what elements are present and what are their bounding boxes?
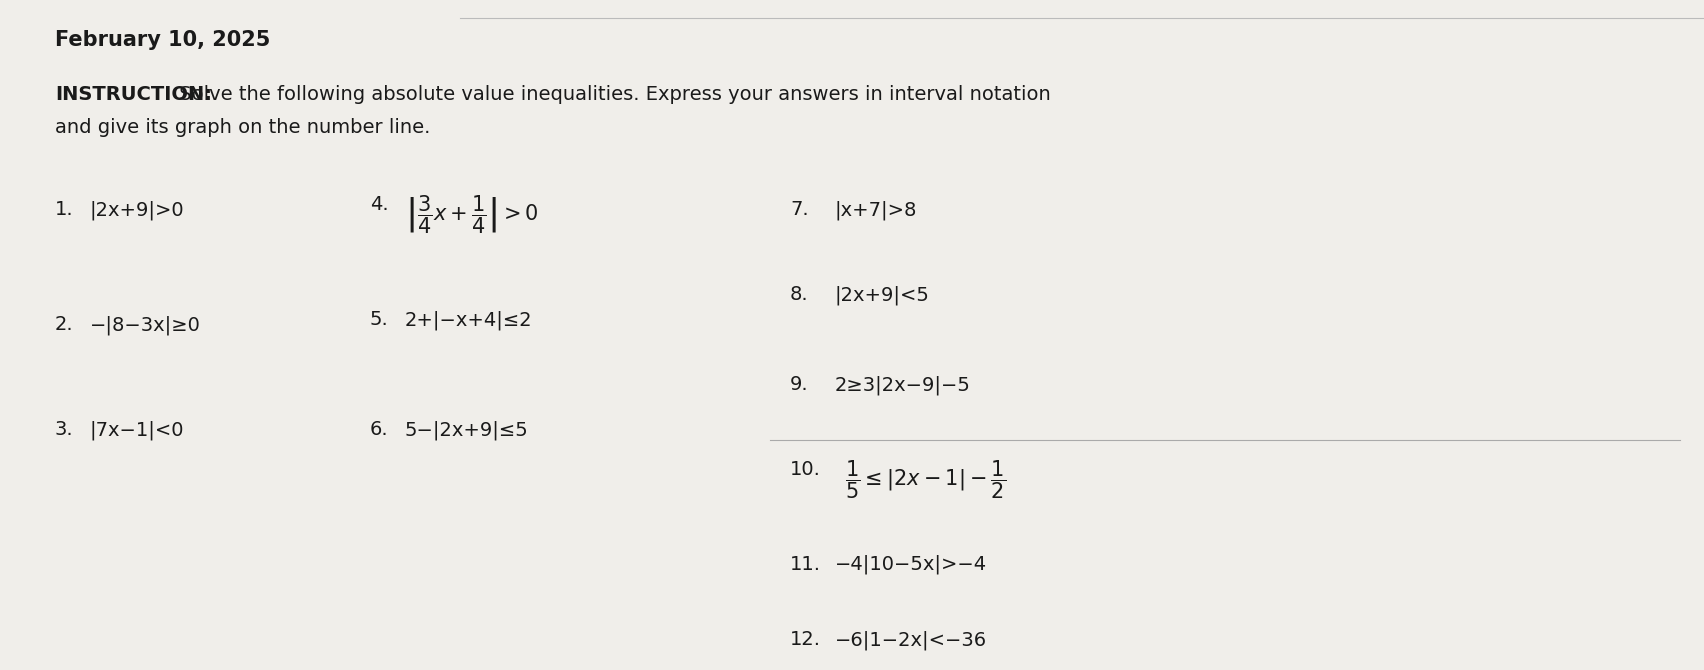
- Text: 7.: 7.: [791, 200, 809, 219]
- Text: 5−|2x+9|≤5: 5−|2x+9|≤5: [406, 420, 528, 440]
- Text: $\left|\dfrac{3}{4}x+\dfrac{1}{4}\right|>0$: $\left|\dfrac{3}{4}x+\dfrac{1}{4}\right|…: [406, 193, 538, 236]
- Text: 3.: 3.: [55, 420, 73, 439]
- Text: |7x−1|<0: |7x−1|<0: [90, 420, 184, 440]
- Text: February 10, 2025: February 10, 2025: [55, 30, 271, 50]
- Text: 8.: 8.: [791, 285, 809, 304]
- Text: 2≥3|2x−9|−5: 2≥3|2x−9|−5: [835, 375, 971, 395]
- Text: 2+|−x+4|≤2: 2+|−x+4|≤2: [406, 310, 533, 330]
- Text: Solve the following absolute value inequalities. Express your answers in interva: Solve the following absolute value inequ…: [174, 85, 1051, 104]
- Text: 9.: 9.: [791, 375, 809, 394]
- Text: 2.: 2.: [55, 315, 73, 334]
- Text: |2x+9|<5: |2x+9|<5: [835, 285, 930, 304]
- Text: −|8−3x|≥0: −|8−3x|≥0: [90, 315, 201, 334]
- Text: |x+7|>8: |x+7|>8: [835, 200, 917, 220]
- Text: 4.: 4.: [370, 195, 389, 214]
- Text: −4|10−5x|>−4: −4|10−5x|>−4: [835, 555, 987, 574]
- Text: 5.: 5.: [370, 310, 389, 329]
- Text: and give its graph on the number line.: and give its graph on the number line.: [55, 118, 431, 137]
- Text: 10.: 10.: [791, 460, 821, 479]
- Text: 11.: 11.: [791, 555, 821, 574]
- Text: $\dfrac{1}{5}\leq|2x-1|-\dfrac{1}{2}$: $\dfrac{1}{5}\leq|2x-1|-\dfrac{1}{2}$: [845, 458, 1005, 500]
- Text: 6.: 6.: [370, 420, 389, 439]
- Text: |2x+9|>0: |2x+9|>0: [90, 200, 184, 220]
- Text: 1.: 1.: [55, 200, 73, 219]
- Text: 12.: 12.: [791, 630, 821, 649]
- Text: −6|1−2x|<−36: −6|1−2x|<−36: [835, 630, 987, 649]
- Text: INSTRUCTION:: INSTRUCTION:: [55, 85, 211, 104]
